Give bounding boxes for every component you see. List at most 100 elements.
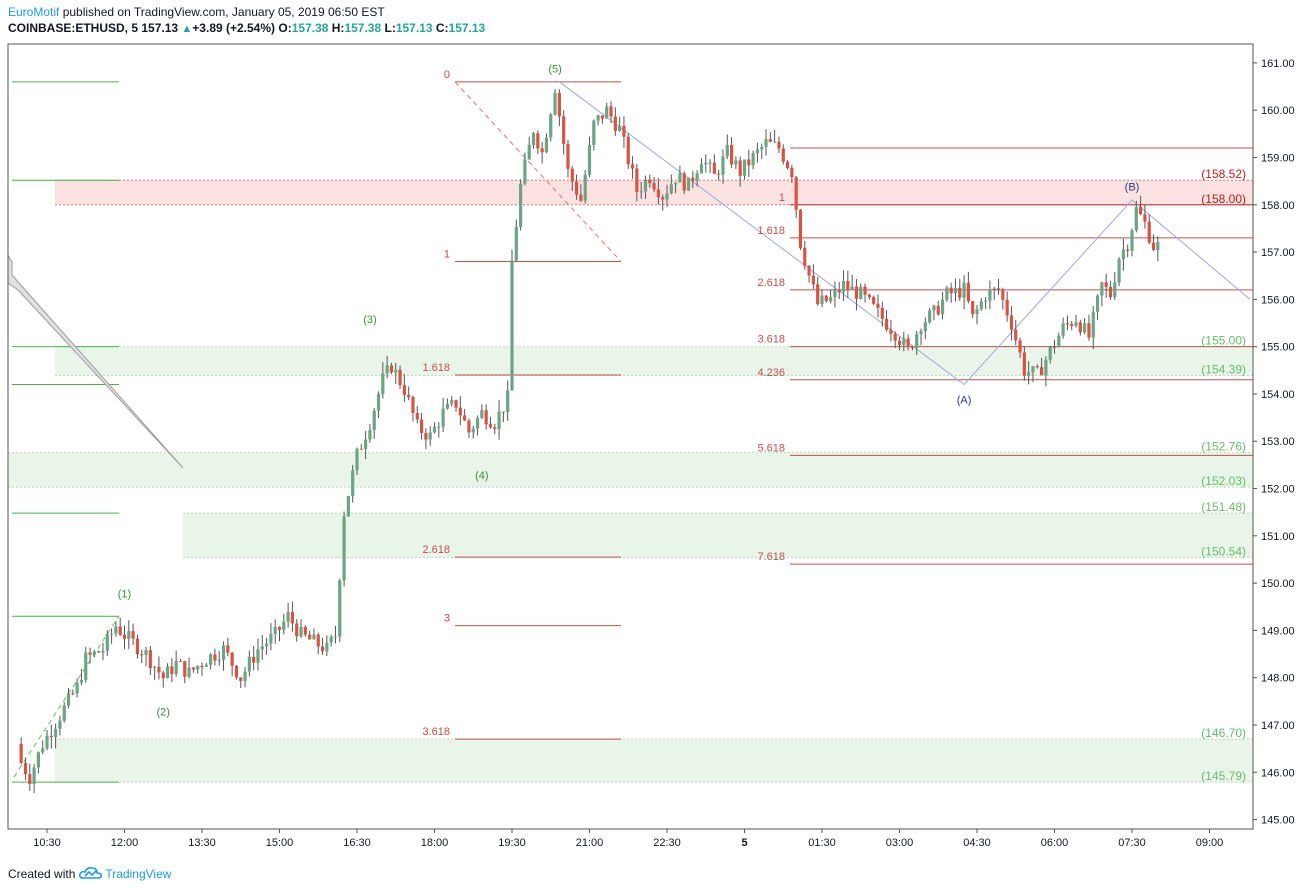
candle-body (320, 646, 325, 652)
candle-body (626, 136, 630, 165)
candle-body (915, 334, 919, 349)
candle-body (62, 705, 66, 721)
candle-body (1031, 366, 1035, 373)
x-axis-tick-label: 03:00 (886, 837, 914, 849)
x-axis-tick-label: 04:30 (963, 837, 991, 849)
candle-body (66, 693, 71, 706)
candle-body (781, 148, 785, 162)
candle-body (988, 289, 992, 301)
fib-diagonal (454, 81, 622, 262)
fib-level-label: 4.236 (757, 367, 785, 379)
candle-body (1156, 242, 1160, 250)
zone-band (55, 739, 1253, 783)
candle-body (368, 430, 372, 440)
candle-body (170, 666, 174, 674)
candle-body (648, 179, 652, 184)
candle-body (209, 654, 213, 665)
axes-layer: 145.00146.00147.00148.00149.00150.00151.… (7, 43, 1295, 849)
zone-price-label: (145.79) (1201, 769, 1246, 783)
candle-body (1147, 221, 1151, 243)
candle-body (226, 645, 230, 653)
candle-body (1057, 335, 1061, 347)
candle-body (794, 177, 798, 210)
candle-body (183, 661, 187, 677)
candle-body (1061, 323, 1065, 336)
high-label: H: (331, 21, 345, 35)
high-value: 157.38 (344, 21, 382, 35)
candle-body (346, 496, 350, 517)
y-axis-tick-label: 159.00 (1261, 152, 1295, 164)
candle-body (613, 116, 617, 131)
candle-body (605, 106, 609, 119)
candle-body (583, 174, 587, 201)
x-axis-tick-label: 22:30 (653, 837, 681, 849)
candle-body (928, 310, 932, 323)
candle-body (742, 159, 747, 176)
candle-body (553, 92, 557, 115)
candle-body (630, 164, 635, 169)
candle-body (252, 656, 256, 663)
candle-body (1087, 323, 1091, 338)
candle-body (303, 626, 307, 635)
candle-body (859, 286, 863, 299)
candle-body (295, 623, 299, 637)
candle-body (592, 120, 596, 145)
y-axis-tick-label: 150.00 (1261, 578, 1295, 590)
candle-body (402, 385, 406, 395)
candle-body (299, 626, 303, 637)
zone-band (55, 346, 1253, 376)
wave-label: (A) (957, 394, 972, 406)
candle-body (829, 297, 833, 302)
candle-body (893, 333, 897, 341)
price-change: +3.89 (+2.54%) (192, 21, 276, 35)
y-axis-tick-label: 155.00 (1261, 342, 1295, 354)
author-link[interactable]: EuroMotif (8, 5, 60, 19)
candle-body (824, 295, 828, 302)
wave-label: (2) (157, 707, 170, 719)
candle-body (407, 394, 411, 398)
candle-body (23, 762, 28, 775)
candle-body (286, 612, 290, 622)
candle-body (661, 197, 665, 200)
candle-body (1014, 329, 1018, 341)
candle-body (519, 183, 523, 227)
candle-body (674, 182, 678, 185)
candle-body (747, 159, 751, 166)
x-axis-tick-label: 15:00 (266, 837, 294, 849)
candle-body (484, 410, 488, 425)
tradingview-link[interactable]: TradingView (105, 867, 172, 882)
zone-price-label: (152.03) (1201, 474, 1246, 488)
zone-price-label: (158.00) (1201, 192, 1246, 206)
close-label: C: (435, 21, 449, 35)
candle-body (958, 287, 962, 298)
tradingview-cloud-icon (79, 866, 103, 884)
candle-body (157, 666, 161, 673)
candle-body (1065, 323, 1070, 325)
low-label: L: (384, 21, 396, 35)
wave-label: (B) (1125, 182, 1140, 194)
candle-body (277, 627, 282, 630)
candle-body (820, 295, 824, 305)
zone-price-label: (151.48) (1201, 500, 1246, 514)
candle-body (691, 177, 695, 181)
candle-body (600, 115, 605, 119)
candle-body (1139, 206, 1143, 215)
candle-body (738, 160, 742, 176)
candle-body (329, 636, 333, 643)
candle-body (940, 299, 945, 315)
candle-body (213, 654, 217, 661)
candle-body (514, 226, 518, 261)
candle-body (140, 654, 144, 656)
x-axis-tick-label: 21:00 (576, 837, 604, 849)
candle-body (381, 373, 385, 395)
candle-body (971, 301, 975, 315)
fib-level-label: 0 (444, 69, 450, 81)
candle-body (622, 125, 626, 137)
y-axis-tick-label: 153.00 (1261, 436, 1295, 448)
candle-body (876, 303, 880, 308)
candle-body (187, 667, 191, 677)
y-axis-tick-label: 152.00 (1261, 484, 1295, 496)
candle-body (1052, 346, 1057, 348)
candle-body (1151, 242, 1156, 250)
